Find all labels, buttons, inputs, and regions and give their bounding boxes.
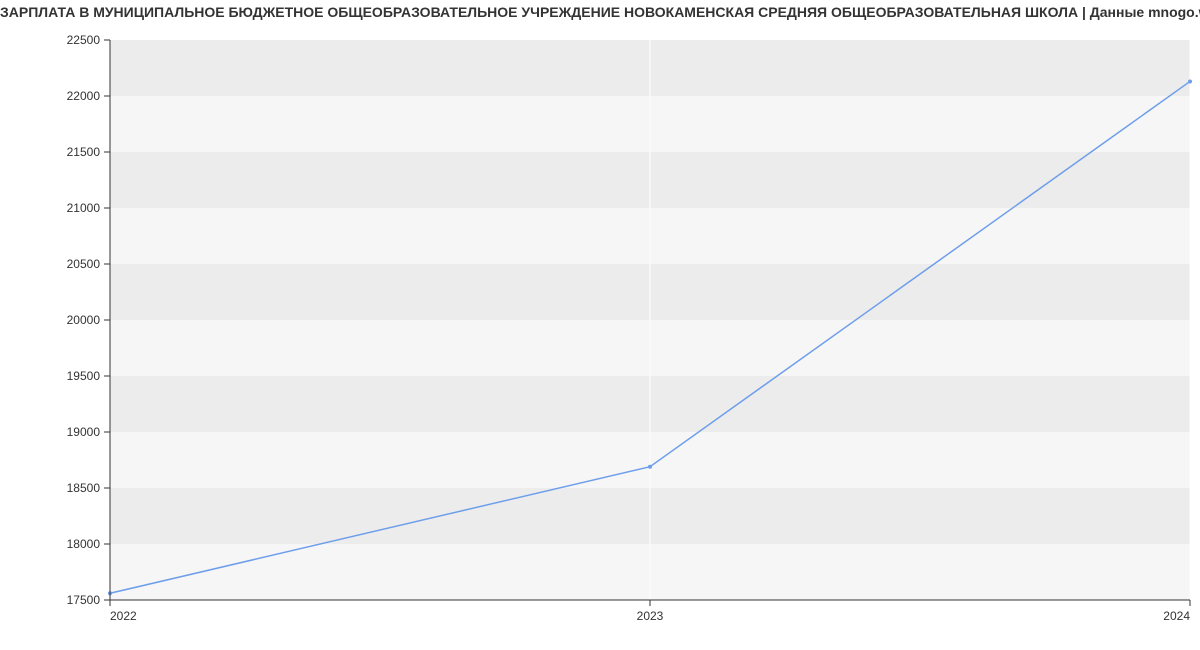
y-tick-label: 17500 xyxy=(67,593,101,607)
x-tick-label: 2023 xyxy=(637,609,664,623)
y-tick-label: 22000 xyxy=(67,89,101,103)
y-tick-label: 19000 xyxy=(67,425,101,439)
x-tick-label: 2024 xyxy=(1163,609,1190,623)
y-tick-label: 20500 xyxy=(67,257,101,271)
y-tick-label: 21500 xyxy=(67,145,101,159)
y-tick-label: 22500 xyxy=(67,33,101,47)
chart-title: ЗАРПЛАТА В МУНИЦИПАЛЬНОЕ БЮДЖЕТНОЕ ОБЩЕО… xyxy=(0,0,1200,20)
y-tick-label: 18000 xyxy=(67,537,101,551)
y-tick-label: 20000 xyxy=(67,313,101,327)
y-tick-label: 18500 xyxy=(67,481,101,495)
x-tick-label: 2022 xyxy=(110,609,137,623)
y-tick-label: 19500 xyxy=(67,369,101,383)
line-chart-svg: 17500 18000 18500 19000 19500 20000 20500 21000… xyxy=(0,20,1200,640)
chart-area: 17500 18000 18500 19000 19500 20000 20500 21000… xyxy=(0,20,1200,640)
y-tick-label: 21000 xyxy=(67,201,101,215)
